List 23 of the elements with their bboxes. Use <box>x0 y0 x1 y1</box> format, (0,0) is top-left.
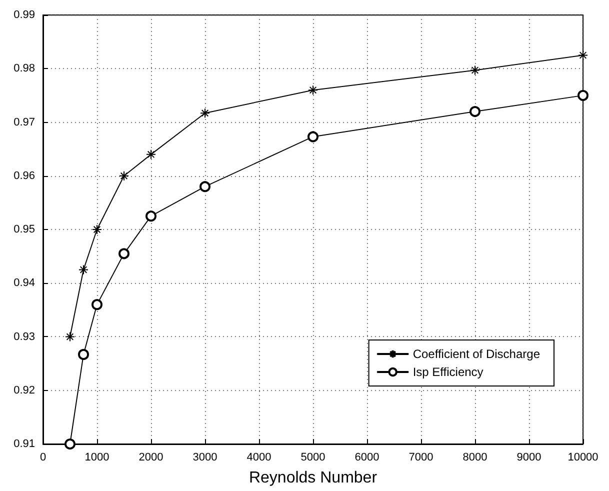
y-tick-label: 0.91 <box>14 438 35 450</box>
x-tick-label: 2000 <box>138 452 164 464</box>
x-tick-label: 7000 <box>408 452 434 464</box>
y-tick-label: 0.92 <box>14 384 35 396</box>
x-tick-label: 9000 <box>516 452 542 464</box>
y-tick-label: 0.97 <box>14 116 35 128</box>
y-tick-label: 0.93 <box>14 330 35 343</box>
y-tick-label: 0.94 <box>14 277 35 290</box>
x-tick-label: 5000 <box>300 452 326 464</box>
legend-label: Coefficient of Discharge <box>412 347 540 361</box>
x-tick-label: 1000 <box>84 452 110 464</box>
x-tick-label: 6000 <box>354 452 380 464</box>
x-tick-label: 3000 <box>192 452 218 464</box>
legend-label: Isp Efficiency <box>412 365 484 379</box>
y-tick-label: 0.99 <box>14 9 35 21</box>
y-tick-label: 0.95 <box>14 224 35 236</box>
x-tick-label: 8000 <box>462 452 488 464</box>
x-tick-label: 0 <box>40 452 46 464</box>
x-tick-label: 10000 <box>568 452 598 464</box>
x-axis-title: Reynolds Number <box>248 470 378 486</box>
y-tick-label: 0.96 <box>14 170 35 182</box>
y-tick-label: 0.98 <box>14 62 35 75</box>
x-tick-label: 4000 <box>246 452 272 464</box>
